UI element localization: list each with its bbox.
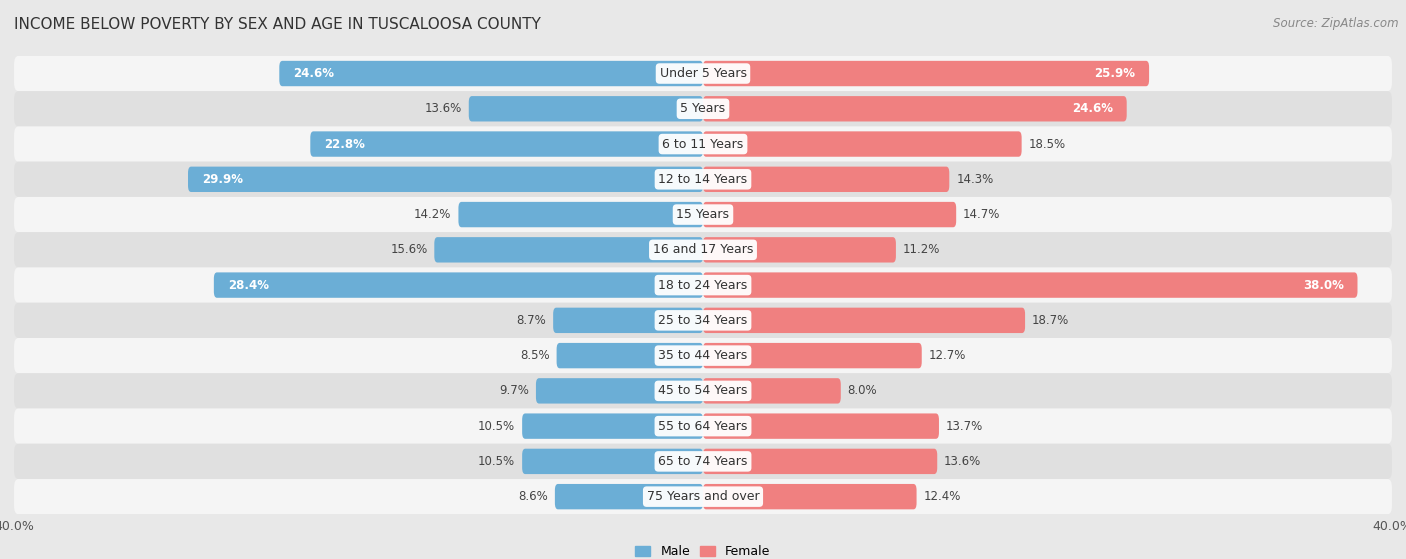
- Text: 28.4%: 28.4%: [228, 278, 269, 292]
- Text: 38.0%: 38.0%: [1303, 278, 1344, 292]
- Text: 75 Years and over: 75 Years and over: [647, 490, 759, 503]
- FancyBboxPatch shape: [434, 237, 703, 263]
- Text: 24.6%: 24.6%: [292, 67, 335, 80]
- FancyBboxPatch shape: [14, 479, 1392, 514]
- FancyBboxPatch shape: [553, 307, 703, 333]
- Text: 55 to 64 Years: 55 to 64 Years: [658, 420, 748, 433]
- FancyBboxPatch shape: [14, 126, 1392, 162]
- FancyBboxPatch shape: [703, 202, 956, 228]
- Text: 12 to 14 Years: 12 to 14 Years: [658, 173, 748, 186]
- Text: 25.9%: 25.9%: [1094, 67, 1135, 80]
- Text: Source: ZipAtlas.com: Source: ZipAtlas.com: [1274, 17, 1399, 30]
- Text: 18 to 24 Years: 18 to 24 Years: [658, 278, 748, 292]
- FancyBboxPatch shape: [703, 414, 939, 439]
- Text: 11.2%: 11.2%: [903, 243, 941, 257]
- FancyBboxPatch shape: [703, 343, 922, 368]
- FancyBboxPatch shape: [703, 237, 896, 263]
- Text: 29.9%: 29.9%: [202, 173, 243, 186]
- Text: 14.7%: 14.7%: [963, 208, 1001, 221]
- Text: 5 Years: 5 Years: [681, 102, 725, 115]
- FancyBboxPatch shape: [703, 449, 938, 474]
- Text: 8.6%: 8.6%: [519, 490, 548, 503]
- Legend: Male, Female: Male, Female: [630, 540, 776, 559]
- Text: 25 to 34 Years: 25 to 34 Years: [658, 314, 748, 327]
- Text: 13.6%: 13.6%: [425, 102, 461, 115]
- Text: Under 5 Years: Under 5 Years: [659, 67, 747, 80]
- FancyBboxPatch shape: [14, 56, 1392, 91]
- FancyBboxPatch shape: [555, 484, 703, 509]
- Text: 15 Years: 15 Years: [676, 208, 730, 221]
- Text: 15.6%: 15.6%: [391, 243, 427, 257]
- Text: 6 to 11 Years: 6 to 11 Years: [662, 138, 744, 150]
- FancyBboxPatch shape: [280, 61, 703, 86]
- FancyBboxPatch shape: [536, 378, 703, 404]
- FancyBboxPatch shape: [703, 96, 1126, 121]
- FancyBboxPatch shape: [14, 444, 1392, 479]
- Text: 8.7%: 8.7%: [516, 314, 547, 327]
- FancyBboxPatch shape: [14, 267, 1392, 303]
- FancyBboxPatch shape: [14, 409, 1392, 444]
- FancyBboxPatch shape: [703, 484, 917, 509]
- FancyBboxPatch shape: [14, 373, 1392, 409]
- Text: 16 and 17 Years: 16 and 17 Years: [652, 243, 754, 257]
- Text: 13.7%: 13.7%: [946, 420, 983, 433]
- FancyBboxPatch shape: [522, 449, 703, 474]
- Text: 12.7%: 12.7%: [928, 349, 966, 362]
- Text: 10.5%: 10.5%: [478, 455, 515, 468]
- FancyBboxPatch shape: [703, 167, 949, 192]
- FancyBboxPatch shape: [703, 61, 1149, 86]
- Text: 18.5%: 18.5%: [1029, 138, 1066, 150]
- Text: 9.7%: 9.7%: [499, 385, 529, 397]
- Text: 12.4%: 12.4%: [924, 490, 960, 503]
- FancyBboxPatch shape: [703, 378, 841, 404]
- FancyBboxPatch shape: [703, 272, 1358, 298]
- FancyBboxPatch shape: [214, 272, 703, 298]
- FancyBboxPatch shape: [14, 162, 1392, 197]
- FancyBboxPatch shape: [522, 414, 703, 439]
- Text: 35 to 44 Years: 35 to 44 Years: [658, 349, 748, 362]
- Text: INCOME BELOW POVERTY BY SEX AND AGE IN TUSCALOOSA COUNTY: INCOME BELOW POVERTY BY SEX AND AGE IN T…: [14, 17, 541, 32]
- FancyBboxPatch shape: [14, 197, 1392, 232]
- Text: 10.5%: 10.5%: [478, 420, 515, 433]
- FancyBboxPatch shape: [468, 96, 703, 121]
- Text: 8.0%: 8.0%: [848, 385, 877, 397]
- FancyBboxPatch shape: [14, 338, 1392, 373]
- Text: 45 to 54 Years: 45 to 54 Years: [658, 385, 748, 397]
- FancyBboxPatch shape: [14, 232, 1392, 267]
- FancyBboxPatch shape: [703, 131, 1022, 157]
- Text: 14.2%: 14.2%: [415, 208, 451, 221]
- FancyBboxPatch shape: [188, 167, 703, 192]
- FancyBboxPatch shape: [557, 343, 703, 368]
- Text: 22.8%: 22.8%: [323, 138, 366, 150]
- Text: 24.6%: 24.6%: [1071, 102, 1114, 115]
- FancyBboxPatch shape: [458, 202, 703, 228]
- FancyBboxPatch shape: [14, 91, 1392, 126]
- FancyBboxPatch shape: [14, 303, 1392, 338]
- Text: 8.5%: 8.5%: [520, 349, 550, 362]
- FancyBboxPatch shape: [703, 307, 1025, 333]
- FancyBboxPatch shape: [311, 131, 703, 157]
- Text: 13.6%: 13.6%: [945, 455, 981, 468]
- Text: 65 to 74 Years: 65 to 74 Years: [658, 455, 748, 468]
- Text: 14.3%: 14.3%: [956, 173, 994, 186]
- Text: 18.7%: 18.7%: [1032, 314, 1069, 327]
